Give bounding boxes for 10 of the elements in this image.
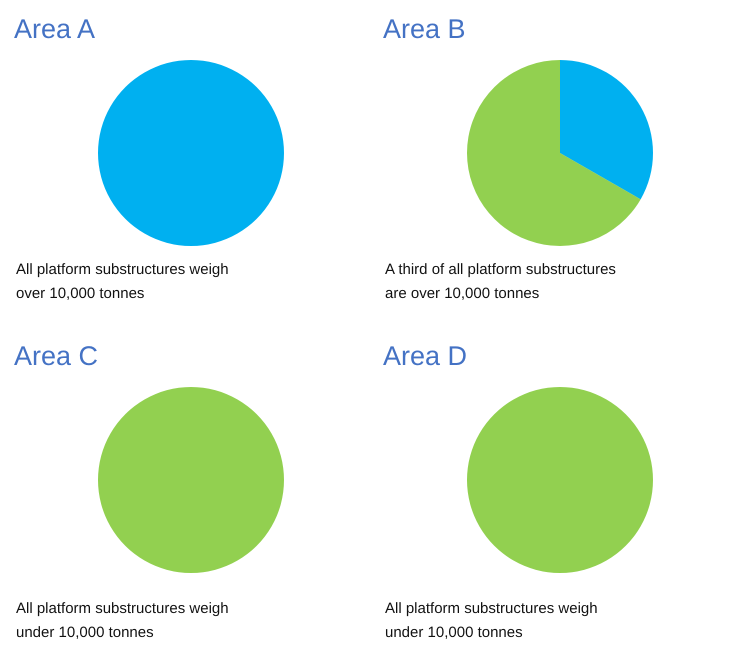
text: All platform substructures weigh under 10,000 tonnes <box>16 599 229 643</box>
pie-slice <box>560 60 653 200</box>
text: All platform substructures weigh over 10,000 tonnes <box>16 260 229 304</box>
text: A third of all platform substructures are over 10,000 tonnes <box>385 260 616 304</box>
chart-title: Area C <box>14 341 98 372</box>
text: All platform substructures weigh under 10,000 tonnes <box>385 599 598 643</box>
chart-title: Area B <box>383 14 466 45</box>
chart-title: Area A <box>14 14 96 45</box>
pie-slice <box>467 60 641 246</box>
chart-title: Area D <box>383 341 468 372</box>
